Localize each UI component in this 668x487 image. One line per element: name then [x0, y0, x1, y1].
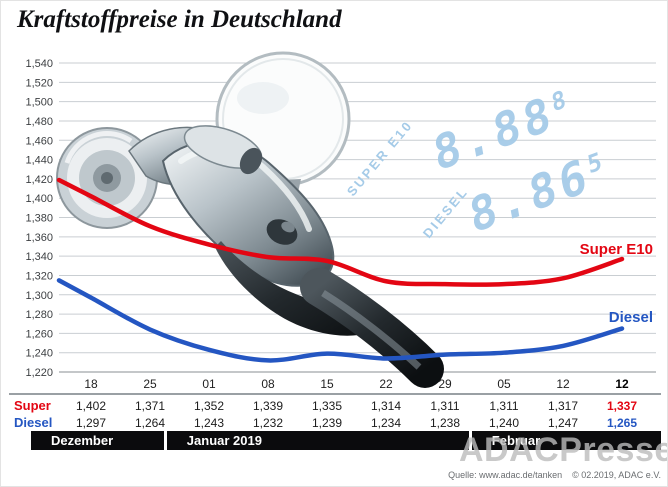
x-tick-label: 22: [379, 377, 393, 391]
table-row-label: Super: [14, 398, 51, 413]
table-row-label: Diesel: [14, 415, 53, 430]
table-cell: 1,243: [193, 416, 225, 430]
series-line: [56, 278, 625, 363]
table-cell: 1,371: [134, 399, 166, 413]
x-axis-ticks: 18 25 01 08 15 22 29 05 12 12: [1, 374, 667, 393]
y-tick-label: 1,480: [25, 116, 53, 128]
trigger-knob-highlight: [281, 221, 295, 233]
table-cell: 1,335: [311, 399, 343, 413]
y-tick-label: 1,420: [25, 174, 53, 186]
table-cell: 1,339: [252, 399, 284, 413]
month-band-januar-2019: Januar 2019: [166, 431, 469, 450]
price-series-lines: [56, 177, 625, 363]
fuel-nozzle-illustration: [56, 51, 444, 388]
y-tick-label: 1,500: [25, 97, 53, 109]
source-credit: Quelle: www.adac.de/tanken © 02.2019, AD…: [448, 470, 661, 480]
table-cell: 1,314: [370, 399, 402, 413]
y-tick-label: 1,220: [25, 367, 53, 379]
chart-title: Kraftstoffpreise in Deutschland: [17, 6, 342, 33]
y-tick-label: 1,540: [25, 58, 53, 70]
table-row-super: Super 1,402 1,371 1,352 1,339 1,335 1,314 1,311…: [1, 397, 667, 413]
x-tick-label: 18: [84, 377, 98, 391]
y-tick-label: 1,240: [25, 348, 53, 360]
table-cell: 1,311: [430, 399, 460, 413]
x-tick-label: 12: [556, 377, 570, 391]
x-tick-label: 15: [320, 377, 334, 391]
display-fuel-label: SUPER E10: [344, 117, 416, 199]
table-row-diesel: Diesel 1,297 1,264 1,243 1,232 1,239 1,234 1,23…: [1, 414, 667, 430]
y-tick-label: 1,300: [25, 290, 53, 302]
tank-cap-center: [101, 172, 113, 184]
table-cell: 1,247: [547, 416, 579, 430]
y-tick-label: 1,280: [25, 309, 53, 321]
series-line: [56, 177, 625, 287]
y-tick-label: 1,260: [25, 328, 53, 340]
table-cell: 1,297: [75, 416, 107, 430]
table-cell: 1,239: [311, 416, 343, 430]
y-tick-label: 1,360: [25, 232, 53, 244]
x-tick-label: 05: [497, 377, 511, 391]
x-tick-label: 25: [143, 377, 157, 391]
table-cell: 1,240: [488, 416, 520, 430]
y-tick-label: 1,320: [25, 270, 53, 282]
month-bands: Dezember Januar 2019 Februar: [31, 431, 661, 450]
nozzle-cap-knob: [239, 147, 263, 175]
tank-cap-highlight: [64, 131, 133, 164]
table-cell: 1,311: [489, 399, 519, 413]
month-band-februar: Februar: [471, 431, 661, 450]
table-cell: 1,337: [606, 399, 638, 413]
x-tick-label: 12: [615, 377, 629, 391]
y-tick-label: 1,380: [25, 213, 53, 225]
table-cell: 1,238: [429, 416, 461, 430]
month-band-dezember: Dezember: [31, 431, 164, 450]
x-tick-label: 01: [202, 377, 216, 391]
y-tick-label: 1,400: [25, 193, 53, 205]
table-cell: 1,234: [370, 416, 402, 430]
display-fuel-label: DIESEL: [420, 184, 471, 241]
table-cell: 1,352: [193, 399, 225, 413]
press-watermark: ADACPresse: [459, 431, 668, 469]
y-tick-label: 1,440: [25, 155, 53, 167]
series-label: Super E10: [580, 241, 653, 258]
round-sign-highlight: [237, 82, 289, 114]
table-cell: 1,264: [134, 416, 166, 430]
table-cell: 1,232: [252, 416, 284, 430]
y-tick-label: 1,460: [25, 135, 53, 147]
y-tick-label: 1,340: [25, 251, 53, 263]
table-cell: 1,265: [606, 416, 638, 430]
series-labels: Super E10 Diesel: [580, 241, 653, 326]
x-tick-label: 08: [261, 377, 275, 391]
y-tick-label: 1,520: [25, 77, 53, 89]
x-tick-label: 29: [438, 377, 452, 391]
series-label: Diesel: [609, 309, 653, 326]
table-cell: 1,317: [547, 399, 579, 413]
table-divider-line: [9, 393, 661, 395]
table-cell: 1,402: [75, 399, 107, 413]
